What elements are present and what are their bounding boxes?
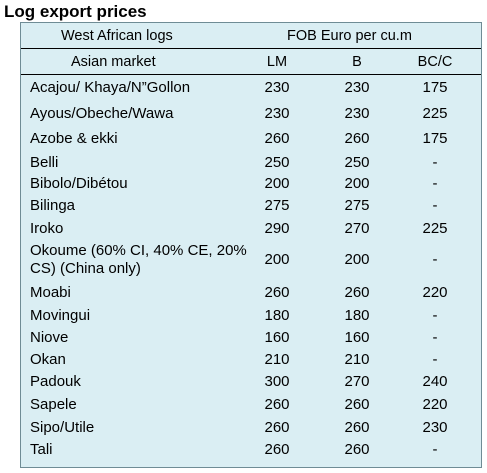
row-species-name: Padouk (30, 373, 81, 390)
row-value-bc: - (432, 351, 438, 368)
row-value-lm: 230 (264, 105, 290, 122)
header-col-lm: LM (266, 54, 288, 70)
table-row: Padouk 300 270 240 (21, 372, 483, 392)
row-value-bc: - (432, 197, 438, 214)
row-value-bc: - (432, 175, 438, 192)
row-value-lm: 180 (264, 307, 290, 324)
row-value-b: 230 (344, 105, 370, 122)
row-value-bc: 225 (422, 220, 448, 237)
row-species-name: Bilinga (30, 197, 76, 214)
table-row: Tali 260 260 - (21, 440, 483, 460)
row-value-bc: - (432, 329, 438, 346)
row-value-b: 160 (344, 329, 370, 346)
row-value-lm: 200 (264, 175, 290, 192)
row-value-b: 260 (344, 130, 370, 147)
row-value-bc: - (432, 251, 438, 268)
table-row: Niove 160 160 - (21, 328, 483, 348)
row-value-lm: 275 (264, 197, 290, 214)
row-value-bc: 220 (422, 284, 448, 301)
row-value-b: 200 (344, 251, 370, 268)
table-row: Sipo/Utile 260 260 230 (21, 418, 483, 438)
row-species-name: Okoume (60% CI, 40% CE, 20% CS) (China o… (30, 242, 247, 277)
row-value-b: 200 (344, 175, 370, 192)
header-fob-euro: FOB Euro per cu.m (287, 28, 412, 44)
row-species-name: Bibolo/Dibétou (30, 175, 128, 192)
row-species-name: Sapele (30, 396, 77, 413)
row-value-lm: 300 (264, 373, 290, 390)
table-row: Iroko 290 270 225 (21, 219, 483, 239)
row-species-name: Movingui (30, 307, 91, 324)
row-value-b: 275 (344, 197, 370, 214)
row-value-lm: 230 (264, 79, 290, 96)
header-west-african-logs: West African logs (61, 28, 173, 44)
table-row: Moabi 260 260 220 (21, 283, 483, 303)
row-value-b: 270 (344, 373, 370, 390)
page-title: Log export prices (4, 2, 147, 21)
row-value-b: 260 (344, 419, 370, 436)
header-col-bc: BC/C (417, 54, 453, 70)
row-species-name: Iroko (30, 220, 64, 237)
table-row: Belli 250 250 - (21, 153, 483, 173)
row-value-b: 230 (344, 79, 370, 96)
price-table: West African logs FOB Euro per cu.m Asia… (20, 22, 482, 468)
table-row: Bibolo/Dibétou 200 200 - (21, 174, 483, 194)
row-species-name: Ayous/Obeche/Wawa (30, 105, 174, 122)
row-value-b: 260 (344, 396, 370, 413)
table-row: Acajou/ Khaya/N”Gollon 230 230 175 (21, 78, 483, 100)
row-value-bc: - (432, 307, 438, 324)
row-value-bc: - (432, 154, 438, 171)
row-species-name: Belli (30, 154, 59, 171)
row-value-lm: 250 (264, 154, 290, 171)
row-species-name: Moabi (30, 284, 71, 301)
row-value-bc: 240 (422, 373, 448, 390)
row-value-lm: 260 (264, 396, 290, 413)
row-value-lm: 210 (264, 351, 290, 368)
header-divider-bottom (21, 74, 481, 75)
row-value-lm: 260 (264, 284, 290, 301)
row-value-lm: 290 (264, 220, 290, 237)
table-row: Ayous/Obeche/Wawa 230 230 225 (21, 104, 483, 126)
row-species-name: Azobe & ekki (30, 130, 118, 147)
header-col-b: B (352, 54, 362, 70)
table-row: Bilinga 275 275 - (21, 196, 483, 216)
table-row: Azobe & ekki 260 260 175 (21, 129, 483, 151)
row-value-lm: 160 (264, 329, 290, 346)
row-value-bc: 220 (422, 396, 448, 413)
row-value-lm: 260 (264, 419, 290, 436)
row-value-bc: 175 (422, 130, 448, 147)
table-row: Sapele 260 260 220 (21, 395, 483, 415)
row-species-name: Okan (30, 351, 66, 368)
header-asian-market: Asian market (71, 54, 156, 70)
row-value-b: 260 (344, 441, 370, 458)
row-value-lm: 260 (264, 441, 290, 458)
row-value-b: 270 (344, 220, 370, 237)
row-value-b: 180 (344, 307, 370, 324)
header-divider-top (21, 48, 481, 49)
row-value-b: 210 (344, 351, 370, 368)
row-value-bc: 225 (422, 105, 448, 122)
row-value-bc: - (432, 441, 438, 458)
row-species-name: Acajou/ Khaya/N”Gollon (30, 79, 191, 96)
row-value-bc: 230 (422, 419, 448, 436)
row-species-name: Tali (30, 441, 53, 458)
table-row: Okan 210 210 - (21, 350, 483, 370)
row-value-b: 260 (344, 284, 370, 301)
row-value-lm: 200 (264, 251, 290, 268)
row-value-lm: 260 (264, 130, 290, 147)
row-value-bc: 175 (422, 79, 448, 96)
table-row: Okoume (60% CI, 40% CE, 20% CS) (China o… (21, 241, 483, 279)
row-species-name: Sipo/Utile (30, 419, 95, 436)
row-value-b: 250 (344, 154, 370, 171)
table-row: Movingui 180 180 - (21, 306, 483, 326)
row-species-name: Niove (30, 329, 69, 346)
